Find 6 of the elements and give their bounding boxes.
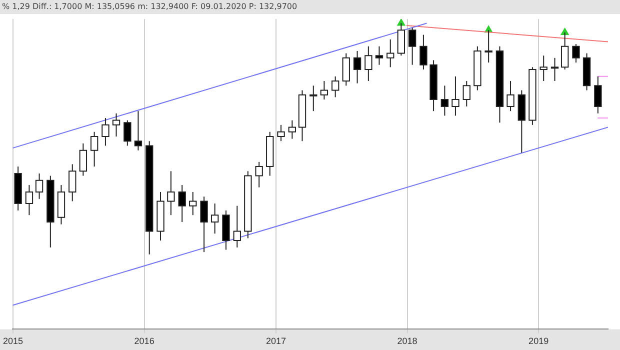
x-tick-label: 2016 (134, 336, 154, 346)
x-tick-label: 2015 (3, 336, 24, 346)
x-tick-label: 2018 (397, 336, 418, 346)
text: % 1,29 Diff.: 1,7000 M: 135,0596 m: 132,9400 F: 09.01.2020 P: 132,9700 (0, 0, 620, 14)
x-tick-label: 2017 (266, 336, 286, 346)
x-tick-label: 2019 (528, 336, 549, 346)
